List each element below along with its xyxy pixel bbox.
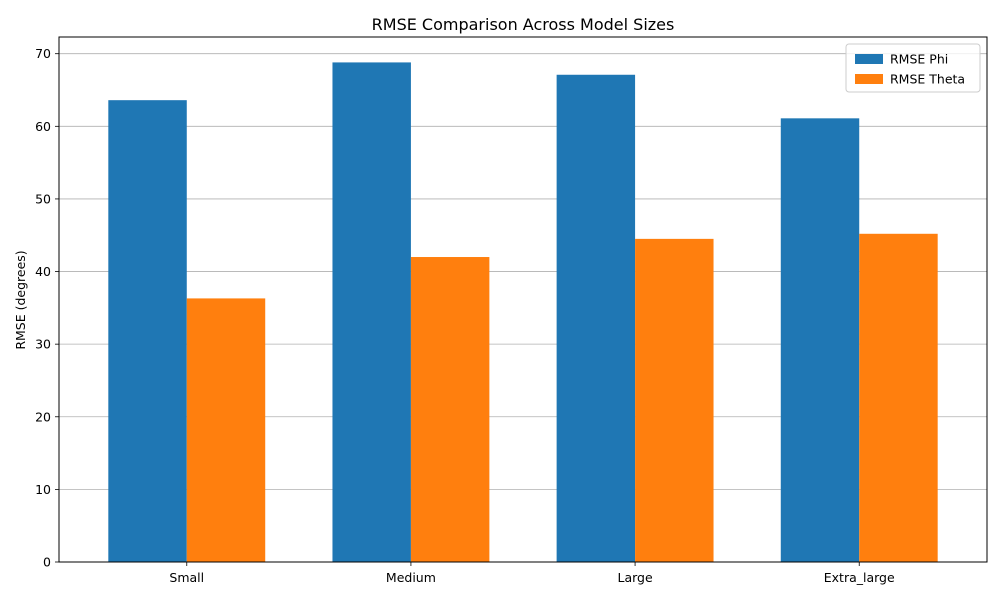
- x-tick-label: Medium: [386, 570, 436, 585]
- bar-rmse-phi-extra_large: [780, 118, 860, 562]
- bar-rmse-theta-extra_large: [859, 233, 938, 562]
- y-axis-label: RMSE (degrees): [13, 250, 28, 349]
- x-tick-label: Extra_large: [824, 570, 895, 585]
- legend-swatch: [855, 74, 883, 84]
- y-tick-label: 20: [35, 409, 51, 424]
- x-tick-label: Large: [617, 570, 652, 585]
- y-tick-label: 50: [35, 191, 51, 206]
- y-axis: 0 10 20 30 40 50 60 70: [35, 46, 59, 570]
- plot-frame: [58, 36, 988, 563]
- bar-rmse-phi-large: [556, 74, 636, 562]
- x-tick-label: Small: [169, 570, 204, 585]
- bar-rmse-theta-small: [186, 298, 266, 562]
- y-tick-label: 10: [35, 482, 51, 497]
- y-tick-label: 70: [35, 46, 51, 61]
- bar-rmse-theta-large: [635, 238, 714, 562]
- chart-title: RMSE Comparison Across Model Sizes: [372, 15, 675, 34]
- x-axis: Small Medium Large Extra_large: [169, 562, 895, 585]
- bar-rmse-phi-small: [108, 100, 187, 563]
- y-tick-label: 40: [35, 264, 51, 279]
- legend-label: RMSE Phi: [890, 52, 948, 67]
- legend-swatch: [855, 54, 883, 64]
- y-tick-label: 60: [35, 119, 51, 134]
- bar-rmse-phi-medium: [332, 62, 411, 562]
- y-tick-label: 0: [43, 555, 51, 570]
- bar-rmse-theta-medium: [410, 257, 490, 562]
- legend-label: RMSE Theta: [890, 72, 965, 87]
- legend: RMSE Phi RMSE Theta: [845, 43, 981, 93]
- y-tick-label: 30: [35, 337, 51, 352]
- bars: [108, 62, 938, 563]
